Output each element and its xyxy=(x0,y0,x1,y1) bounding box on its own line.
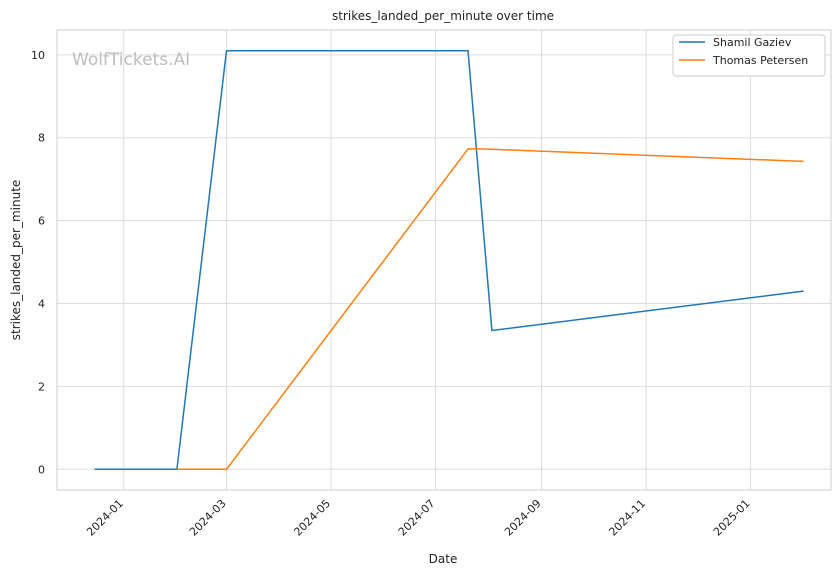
x-tick-label: 2025-01 xyxy=(711,497,753,539)
y-tick-label: 2 xyxy=(38,380,45,393)
y-tick-label: 0 xyxy=(38,463,45,476)
y-axis-ticks: 0 2 4 6 8 10 xyxy=(31,49,45,476)
legend-box xyxy=(672,34,826,77)
y-axis-label: strikes_landed_per_minute xyxy=(9,180,23,341)
chart-title: strikes_landed_per_minute over time xyxy=(332,9,554,23)
y-tick-label: 4 xyxy=(38,298,45,311)
series-line-0 xyxy=(94,49,804,471)
legend-label: Shamil Gaziev xyxy=(713,36,792,49)
x-tick-label: 2024-03 xyxy=(187,497,229,539)
watermark: WolfTickets.AI xyxy=(72,50,190,70)
legend: Shamil Gaziev Thomas Petersen xyxy=(672,34,826,77)
legend-label: Thomas Petersen xyxy=(712,54,808,67)
series-line-1 xyxy=(176,148,804,471)
x-tick-label: 2024-11 xyxy=(606,497,648,539)
x-tick-label: 2024-01 xyxy=(84,497,126,539)
y-tick-label: 8 xyxy=(38,132,45,145)
grid-lines xyxy=(57,30,831,490)
y-tick-label: 6 xyxy=(38,215,45,228)
x-axis-ticks: 2024-01 2024-03 2024-05 2024-07 2024-09 2024-… xyxy=(84,497,752,539)
x-tick-label: 2024-07 xyxy=(396,497,438,539)
y-tick-label: 10 xyxy=(31,49,45,62)
plot-area xyxy=(56,29,832,491)
series-layer xyxy=(94,49,804,471)
x-tick-label: 2024-05 xyxy=(291,497,333,539)
x-tick-label: 2024-09 xyxy=(502,497,544,539)
x-axis-label: Date xyxy=(429,552,458,566)
